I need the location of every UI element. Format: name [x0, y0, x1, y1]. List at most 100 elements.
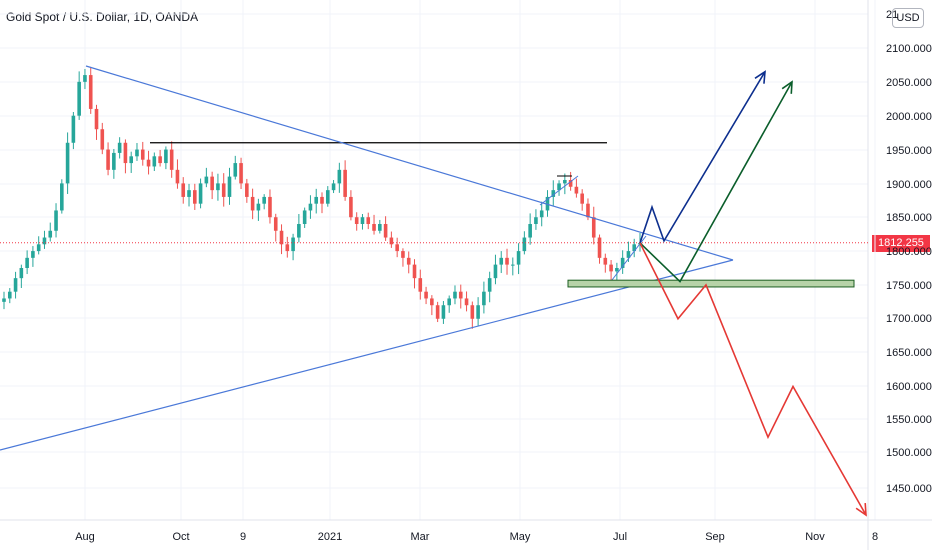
candle-body — [603, 257, 608, 265]
price-axis[interactable]: 1450.000 1500.000 1550.000 1600.000 1650.000… — [886, 9, 932, 495]
x-tick-label: Sep — [705, 531, 725, 543]
candle-body — [563, 180, 567, 184]
candle-body — [372, 224, 376, 231]
candle-body — [412, 264, 417, 279]
candle-body — [389, 237, 394, 245]
time-axis[interactable]: Aug Oct 9 2021 Mar May Jul Sep Nov 8 — [75, 531, 878, 543]
x-tick-label: Nov — [805, 531, 825, 543]
y-tick-label: 2100.000 — [886, 43, 932, 55]
candle-body — [464, 298, 469, 306]
arrow-head-red — [855, 503, 867, 517]
candle-body — [187, 190, 191, 197]
candle-body — [395, 244, 399, 252]
x-tick-label: Oct — [172, 531, 189, 543]
candle-body — [620, 257, 625, 268]
arrow-head-green — [781, 80, 793, 94]
candle-body — [297, 224, 301, 238]
y-tick-label: 1550.000 — [886, 414, 932, 426]
candle-body — [308, 203, 313, 211]
y-tick-label: 21 — [886, 9, 898, 21]
candle-body — [135, 149, 139, 157]
candle-body — [221, 183, 226, 197]
y-tick-label: 1500.000 — [886, 447, 932, 459]
candle-body — [453, 291, 457, 299]
candle-body — [152, 156, 157, 167]
candle-body — [511, 264, 515, 266]
candle-body — [314, 196, 319, 204]
candle-body — [528, 224, 532, 238]
candle-body — [268, 196, 272, 218]
candle-body — [557, 183, 561, 191]
y-tick-label: 2000.000 — [886, 111, 932, 123]
candle-body — [586, 203, 590, 218]
candle-body — [383, 224, 388, 238]
candle-body — [146, 159, 151, 167]
candle-body — [609, 264, 613, 272]
y-tick-label: 1900.000 — [886, 179, 932, 191]
candle-body — [568, 180, 573, 187]
candle-body — [19, 268, 24, 279]
candle-body — [580, 193, 584, 204]
candle-body — [83, 75, 87, 82]
candle-body — [285, 244, 290, 252]
y-tick-label: 1800.000 — [886, 246, 932, 258]
candle-body — [123, 142, 128, 164]
candle-body — [325, 190, 330, 204]
candle-body — [239, 163, 243, 184]
last-price-label: 1812.255 — [872, 235, 930, 252]
x-tick-label: Jul — [613, 531, 627, 543]
candle-body — [331, 183, 336, 191]
x-tick-label: 2021 — [318, 531, 342, 543]
candle-body — [522, 237, 527, 252]
candle-body — [279, 230, 284, 245]
currency-button[interactable]: USD — [892, 8, 924, 28]
y-tick-label: 2050.000 — [886, 77, 932, 89]
candle-body — [378, 224, 382, 231]
y-tick-label: 1450.000 — [886, 483, 932, 495]
candle-body — [406, 257, 411, 265]
candle-body — [77, 81, 81, 116]
candlesticks — [2, 66, 642, 329]
candle-body — [545, 196, 550, 211]
candle-body — [360, 217, 365, 224]
upper-trendline — [85, 65, 734, 261]
candle-body — [71, 115, 76, 143]
candle-body — [458, 291, 463, 299]
x-tick-label: May — [510, 531, 531, 543]
y-tick-label: 1600.000 — [886, 381, 932, 393]
y-tick-label: 1850.000 — [886, 212, 932, 224]
candle-body — [487, 278, 492, 292]
candle-body — [106, 149, 110, 170]
lower-trendline — [0, 259, 734, 451]
candle-body — [88, 75, 93, 109]
candle-body — [36, 244, 41, 252]
candle-body — [181, 183, 186, 197]
candle-body — [418, 278, 423, 292]
support-zone — [567, 279, 855, 288]
candle-body — [320, 196, 324, 204]
candle-body — [632, 244, 637, 252]
candle-body — [539, 210, 544, 218]
candle-body — [210, 176, 214, 191]
candle-body — [94, 108, 99, 130]
candle-body — [262, 196, 266, 204]
candle-body — [13, 278, 18, 292]
candle-body — [349, 196, 353, 218]
candle-body — [354, 217, 359, 224]
arrow-head-blue — [754, 70, 766, 84]
candle-body — [337, 169, 342, 184]
x-tick-label: 8 — [872, 531, 878, 543]
candle-body — [256, 203, 261, 211]
candle-body — [499, 257, 504, 265]
candle-body — [343, 169, 347, 197]
channel-line — [539, 175, 579, 206]
candle-body — [198, 183, 203, 204]
candle-body — [233, 163, 238, 177]
y-tick-label: 1650.000 — [886, 347, 932, 359]
candle-body — [516, 251, 521, 265]
candle-body — [54, 210, 58, 231]
candle-body — [164, 149, 168, 164]
candle-body — [25, 257, 29, 268]
